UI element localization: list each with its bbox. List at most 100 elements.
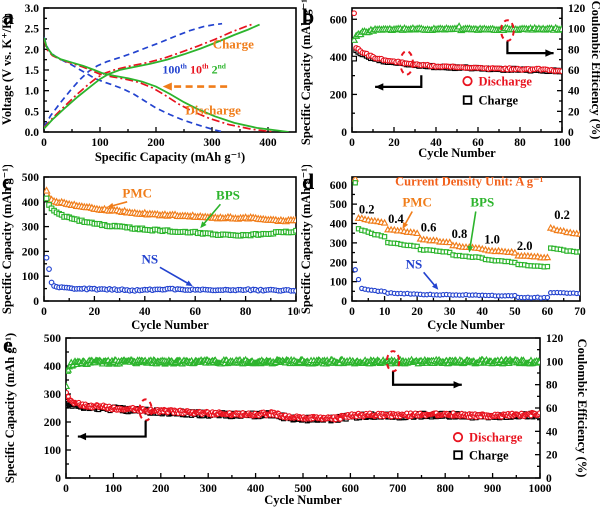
svg-text:NS: NS	[142, 251, 159, 266]
svg-text:20: 20	[546, 450, 558, 462]
svg-text:Specific Capacity (mAh g⁻¹): Specific Capacity (mAh g⁻¹)	[95, 150, 245, 164]
svg-text:500: 500	[44, 333, 62, 345]
svg-text:300: 300	[330, 238, 348, 250]
svg-text:200: 200	[147, 137, 165, 149]
svg-text:Discharge: Discharge	[469, 431, 523, 445]
svg-text:BPS: BPS	[216, 187, 240, 202]
svg-text:60: 60	[472, 137, 484, 149]
svg-text:200: 200	[44, 417, 62, 429]
svg-text:400: 400	[44, 361, 62, 373]
svg-text:80: 80	[514, 137, 526, 149]
svg-text:0: 0	[33, 296, 39, 308]
svg-text:200: 200	[330, 89, 348, 101]
svg-text:600: 600	[330, 180, 348, 192]
svg-text:20: 20	[388, 137, 400, 149]
svg-text:0: 0	[349, 137, 355, 149]
panel-c-chart: c 0 20 40 60 80 100 Cycle Number 0 100 200 300 400 50…	[0, 165, 300, 332]
svg-text:100: 100	[91, 137, 109, 149]
svg-text:0: 0	[55, 473, 61, 485]
svg-text:0.6: 0.6	[421, 221, 437, 235]
svg-text:60: 60	[546, 403, 558, 415]
svg-text:60: 60	[568, 65, 580, 77]
svg-text:100: 100	[287, 306, 300, 318]
svg-text:800: 800	[437, 483, 455, 495]
svg-text:120: 120	[546, 333, 564, 345]
svg-text:300: 300	[200, 483, 218, 495]
svg-text:1.0: 1.0	[484, 232, 500, 246]
svg-text:1.0: 1.0	[25, 86, 40, 98]
svg-text:60: 60	[542, 306, 554, 318]
svg-text:10: 10	[379, 306, 391, 318]
svg-text:BPS: BPS	[470, 194, 494, 209]
svg-text:100: 100	[568, 24, 586, 36]
svg-text:900: 900	[484, 483, 502, 495]
svg-text:Coulombic Efficiency (%): Coulombic Efficiency (%)	[575, 339, 589, 478]
svg-text:Specific Capacity (mAh g⁻¹): Specific Capacity (mAh g⁻¹)	[3, 333, 17, 483]
svg-text:0: 0	[341, 127, 347, 139]
svg-text:200: 200	[330, 257, 348, 269]
svg-text:1000: 1000	[529, 483, 552, 495]
svg-text:80: 80	[240, 306, 252, 318]
svg-text:Cycle Number: Cycle Number	[427, 318, 505, 332]
svg-text:20: 20	[568, 106, 580, 118]
svg-text:0.5: 0.5	[25, 106, 40, 118]
svg-text:Cycle Number: Cycle Number	[131, 318, 209, 332]
svg-text:400: 400	[247, 483, 265, 495]
svg-text:40: 40	[477, 306, 489, 318]
svg-text:100: 100	[330, 277, 348, 289]
svg-text:20: 20	[89, 306, 101, 318]
svg-text:0.4: 0.4	[388, 212, 404, 226]
svg-text:1.5: 1.5	[25, 65, 40, 77]
svg-text:d: d	[302, 169, 314, 194]
svg-text:80: 80	[546, 380, 558, 392]
svg-text:200: 200	[152, 483, 170, 495]
panel-d-chart: d 0 10 20 30 40 50 60 70 Cycle Number 0 100 200 300 40…	[300, 165, 586, 332]
svg-text:Discharge: Discharge	[185, 103, 241, 118]
svg-text:Voltage (V vs. K⁺/K): Voltage (V vs. K⁺/K)	[0, 15, 14, 125]
svg-text:20: 20	[411, 306, 423, 318]
svg-text:300: 300	[22, 222, 40, 234]
svg-text:2.0: 2.0	[517, 239, 533, 253]
svg-text:PMC: PMC	[122, 185, 152, 200]
svg-text:0: 0	[41, 137, 47, 149]
svg-text:e: e	[3, 332, 13, 357]
svg-text:0: 0	[546, 473, 552, 485]
svg-text:100: 100	[553, 137, 571, 149]
svg-text:0: 0	[568, 127, 574, 139]
svg-text:Specific Capacity (mAh g⁻¹): Specific Capacity (mAh g⁻¹)	[300, 165, 313, 314]
svg-text:100: 100	[44, 445, 62, 457]
svg-text:3.0: 3.0	[25, 3, 40, 15]
svg-text:Charge: Charge	[213, 37, 254, 52]
svg-text:100: 100	[22, 271, 40, 283]
svg-text:40: 40	[430, 137, 442, 149]
svg-text:0: 0	[41, 306, 47, 318]
svg-text:Charge: Charge	[469, 449, 509, 463]
svg-text:0.0: 0.0	[25, 127, 40, 139]
panel-a-chart: a 0 100 200 300 400 Specific Capacity (mAh g⁻¹…	[0, 3, 297, 164]
svg-text:2.5: 2.5	[25, 24, 40, 36]
svg-text:0.8: 0.8	[452, 227, 468, 241]
svg-text:400: 400	[330, 219, 348, 231]
svg-text:300: 300	[44, 389, 62, 401]
svg-text:500: 500	[22, 172, 40, 184]
svg-text:400: 400	[22, 197, 40, 209]
svg-text:600: 600	[342, 483, 360, 495]
svg-text:300: 300	[203, 137, 221, 149]
svg-text:400: 400	[259, 137, 277, 149]
svg-text:0.2: 0.2	[359, 202, 375, 216]
svg-text:80: 80	[568, 44, 580, 56]
svg-text:60: 60	[189, 306, 201, 318]
svg-text:NS: NS	[406, 256, 423, 271]
svg-text:Discharge: Discharge	[479, 75, 533, 89]
svg-text:500: 500	[294, 483, 312, 495]
svg-text:c: c	[2, 169, 12, 194]
svg-text:120: 120	[568, 3, 586, 15]
svg-text:40: 40	[546, 426, 558, 438]
svg-text:400: 400	[330, 52, 348, 64]
svg-text:Specific Capacity (mAh g⁻¹): Specific Capacity (mAh g⁻¹)	[0, 165, 14, 314]
svg-text:500: 500	[330, 199, 348, 211]
svg-text:Coulombic Efficiency (%): Coulombic Efficiency (%)	[589, 1, 600, 140]
